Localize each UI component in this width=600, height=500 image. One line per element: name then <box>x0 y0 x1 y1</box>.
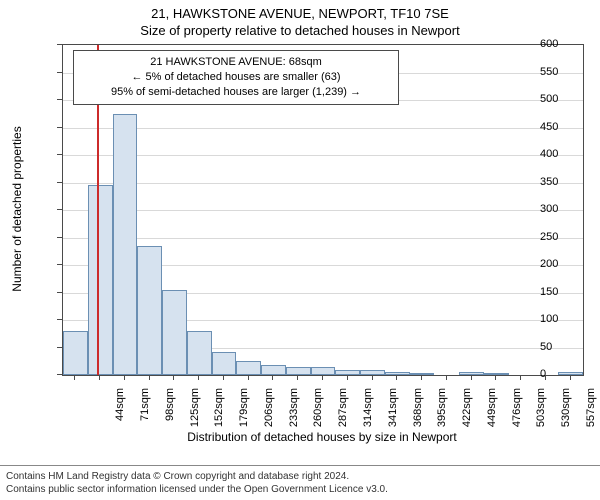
y-tick-mark <box>57 182 62 183</box>
grid-line <box>63 183 583 184</box>
y-tick-label: 500 <box>540 93 596 105</box>
y-tick-label: 200 <box>540 258 596 270</box>
histogram-bar <box>63 331 88 375</box>
x-tick-mark <box>223 375 224 380</box>
y-tick-mark <box>57 99 62 100</box>
x-tick-mark <box>396 375 397 380</box>
x-tick-mark <box>173 375 174 380</box>
y-tick-label: 400 <box>540 148 596 160</box>
histogram-bar <box>212 352 237 375</box>
histogram-bar <box>162 290 187 375</box>
histogram-bar <box>360 370 385 376</box>
y-tick-label: 150 <box>540 286 596 298</box>
grid-line <box>63 128 583 129</box>
info-line-1: 21 HAWKSTONE AVENUE: 68sqm <box>84 55 388 70</box>
x-tick-mark <box>297 375 298 380</box>
y-tick-mark <box>57 374 62 375</box>
y-tick-label: 450 <box>540 121 596 133</box>
y-tick-mark <box>57 209 62 210</box>
y-tick-label: 300 <box>540 203 596 215</box>
x-tick-mark <box>272 375 273 380</box>
histogram-bar <box>137 246 162 375</box>
x-tick-mark <box>421 375 422 380</box>
y-tick-mark <box>57 264 62 265</box>
y-tick-label: 550 <box>540 66 596 78</box>
x-axis-label: Distribution of detached houses by size … <box>62 430 582 444</box>
histogram-bar <box>311 367 336 375</box>
footer-line-1: Contains HM Land Registry data © Crown c… <box>6 470 594 483</box>
x-tick-mark <box>471 375 472 380</box>
attribution-footer: Contains HM Land Registry data © Crown c… <box>0 465 600 500</box>
y-tick-label: 100 <box>540 313 596 325</box>
grid-line <box>63 210 583 211</box>
x-tick-mark <box>99 375 100 380</box>
x-tick-label: 557sqm <box>585 388 597 438</box>
page-title-address: 21, HAWKSTONE AVENUE, NEWPORT, TF10 7SE <box>0 0 600 21</box>
y-tick-mark <box>57 154 62 155</box>
histogram-bar <box>459 372 484 375</box>
x-tick-mark <box>520 375 521 380</box>
x-tick-mark <box>372 375 373 380</box>
y-tick-label: 50 <box>540 341 596 353</box>
grid-line <box>63 238 583 239</box>
y-tick-mark <box>57 127 62 128</box>
y-tick-label: 600 <box>540 38 596 50</box>
page-subtitle: Size of property relative to detached ho… <box>0 21 600 38</box>
grid-line <box>63 155 583 156</box>
x-tick-mark <box>149 375 150 380</box>
histogram-bar <box>261 365 286 375</box>
info-line-3: 95% of semi-detached houses are larger (… <box>84 85 388 100</box>
y-axis-label: Number of detached properties <box>10 109 24 309</box>
y-tick-mark <box>57 347 62 348</box>
x-tick-mark <box>248 375 249 380</box>
y-tick-mark <box>57 72 62 73</box>
x-tick-mark <box>322 375 323 380</box>
histogram-bar <box>113 114 138 375</box>
x-tick-mark <box>347 375 348 380</box>
y-tick-label: 250 <box>540 231 596 243</box>
histogram-bar <box>335 370 360 376</box>
x-tick-mark <box>570 375 571 380</box>
x-tick-mark <box>74 375 75 380</box>
y-tick-label: 350 <box>540 176 596 188</box>
footer-line-2: Contains public sector information licen… <box>6 483 594 496</box>
reference-info-box: 21 HAWKSTONE AVENUE: 68sqm ← 5% of detac… <box>73 50 399 105</box>
histogram-bar <box>88 185 113 375</box>
y-tick-mark <box>57 292 62 293</box>
x-tick-mark <box>124 375 125 380</box>
y-tick-mark <box>57 319 62 320</box>
x-tick-mark <box>545 375 546 380</box>
x-tick-mark <box>446 375 447 380</box>
x-tick-mark <box>198 375 199 380</box>
info-line-2: ← 5% of detached houses are smaller (63) <box>84 70 388 85</box>
y-tick-mark <box>57 44 62 45</box>
histogram-bar <box>286 367 311 375</box>
histogram-bar <box>236 361 261 375</box>
y-tick-mark <box>57 237 62 238</box>
y-tick-label: 0 <box>540 368 596 380</box>
histogram-bar <box>187 331 212 375</box>
x-tick-mark <box>495 375 496 380</box>
